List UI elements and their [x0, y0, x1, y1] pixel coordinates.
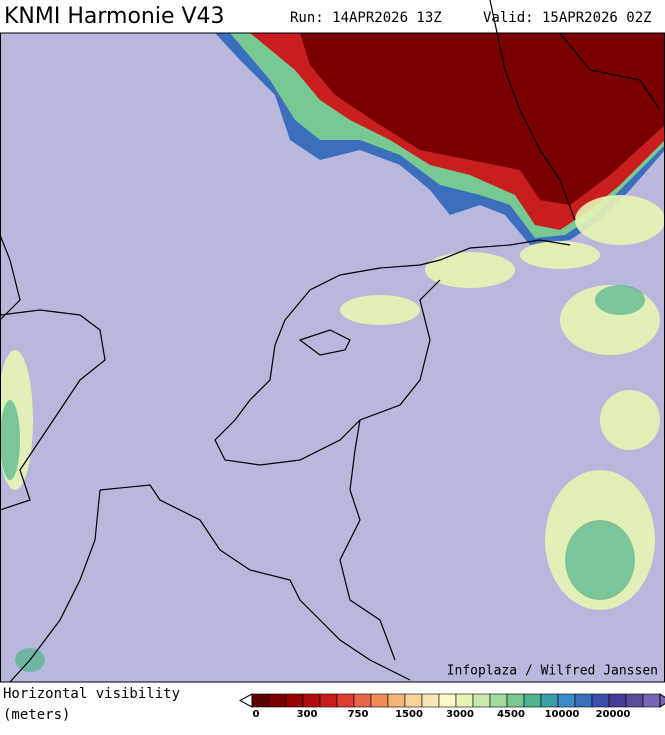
color-swatch [319, 693, 338, 708]
legend-title-line: Horizontal visibility [3, 686, 180, 702]
colorbar-label: 3000 [446, 709, 474, 720]
credit: Infoplaza / Wilfred Janssen [447, 664, 658, 679]
color-swatch [642, 693, 661, 708]
colorbar-arrow [659, 693, 665, 708]
color-swatch [268, 693, 287, 708]
color-swatch [285, 693, 304, 708]
colorbar-label: 1500 [395, 709, 423, 720]
color-swatch [540, 693, 559, 708]
legend-title-line: (meters) [3, 707, 70, 723]
color-swatch [336, 693, 355, 708]
title: KNMI Harmonie V43 [4, 4, 225, 29]
colorbar-label: 300 [297, 709, 318, 720]
color-swatch [387, 693, 406, 708]
map-area [0, 0, 665, 683]
color-swatch [625, 693, 644, 708]
color-swatch [404, 693, 423, 708]
color-swatch [557, 693, 576, 708]
colorbar-label: 10000 [545, 709, 580, 720]
color-swatch [574, 693, 593, 708]
color-swatch [591, 693, 610, 708]
colorbar: 0 300 750 1500 3000 4500 10000 20000 [238, 693, 665, 720]
color-swatch [421, 693, 440, 708]
valid-time: Valid: 15APR2026 02Z [483, 10, 652, 26]
color-swatch [489, 693, 508, 708]
color-swatch [608, 693, 627, 708]
color-swatch [353, 693, 372, 708]
color-swatch [438, 693, 457, 708]
color-swatch [523, 693, 542, 708]
colorbar-label: 20000 [596, 709, 631, 720]
colorbar-arrow [238, 693, 253, 708]
colorbar-label: 750 [348, 709, 369, 720]
color-swatch [370, 693, 389, 708]
color-swatch [455, 693, 474, 708]
color-swatch [251, 693, 270, 708]
colorbar-label: 0 [253, 709, 260, 720]
color-swatch [472, 693, 491, 708]
run-time: Run: 14APR2026 13Z [290, 10, 442, 26]
color-swatch [302, 693, 321, 708]
colorbar-label: 4500 [497, 709, 525, 720]
color-swatch [506, 693, 525, 708]
